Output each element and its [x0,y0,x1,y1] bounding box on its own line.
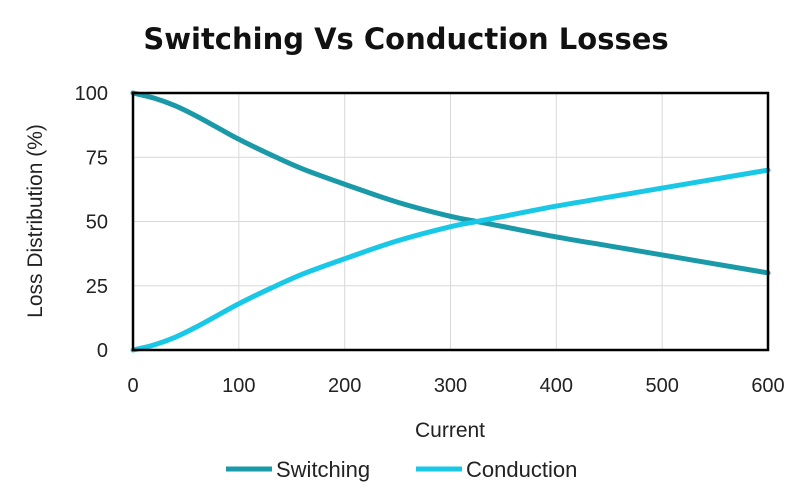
y-tick-label: 25 [86,276,108,298]
legend-label-switching: Switching [276,457,370,482]
y-tick-label: 50 [86,212,108,234]
y-tick-label: 0 [97,340,108,362]
x-tick-label: 300 [434,375,467,397]
plot-frame [131,91,770,352]
x-tick-label: 600 [751,375,784,397]
legend: Switching Conduction [226,457,577,482]
tick-labels: 0 100 200 300 400 500 600 0 25 50 75 100 [75,83,785,397]
x-tick-label: 0 [127,375,138,397]
y-tick-label: 75 [86,147,108,169]
x-tick-label: 100 [222,375,255,397]
x-tick-label: 500 [645,375,678,397]
x-axis-label: Current [415,419,485,442]
x-tick-label: 200 [328,375,361,397]
chart-title: Switching Vs Conduction Losses [143,22,668,56]
legend-label-conduction: Conduction [466,457,577,482]
y-tick-label: 100 [75,83,108,105]
plot-series [130,90,771,353]
series-line-conduction [130,167,771,353]
series-line-switching [130,90,771,276]
y-axis-label: Loss Distribution (%) [24,124,47,318]
x-tick-label: 400 [540,375,573,397]
